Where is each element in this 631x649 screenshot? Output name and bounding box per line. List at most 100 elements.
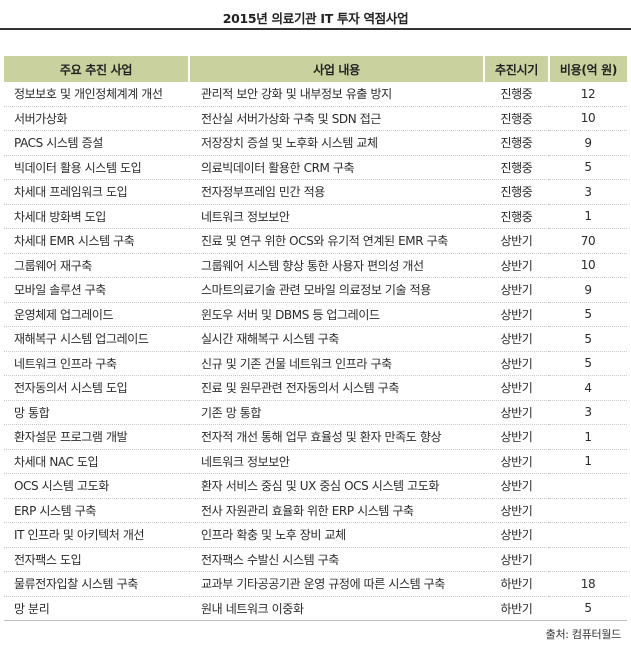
cell-period: 상반기: [500, 307, 533, 322]
cell-project: 모바일 솔루션 구축: [14, 283, 106, 298]
cell-period: 상반기: [500, 258, 533, 273]
cell-description: 네트워크 정보보안: [201, 454, 290, 469]
cell-description: 진료 및 원무관련 전자동의서 시스템 구축: [201, 381, 399, 396]
cell-cost: 70: [580, 233, 596, 248]
cell-project: 서버가상화: [14, 111, 68, 126]
cell-period: 상반기: [500, 503, 533, 518]
cell-cost: 3: [584, 405, 592, 420]
cell-period: 상반기: [500, 405, 533, 420]
cell-period: 진행중: [500, 185, 533, 200]
table-row: 망 분리 원내 네트워크 이중화 하반기 5: [4, 596, 627, 621]
source-note: 출처: 컴퓨터월드: [545, 628, 622, 641]
cell-project: 차세대 방화벽 도입: [14, 209, 106, 224]
cell-cost: [549, 498, 627, 523]
cell-project: 운영체제 업그레이드: [14, 307, 114, 322]
cell-period: 상반기: [500, 528, 533, 543]
cell-cost: 9: [584, 282, 592, 297]
cell-project: 물류전자입찰 시스템 구축: [14, 577, 138, 592]
table-row: 차세대 프레임워크 도입 전자정부프레임 민간 적용 진행중 3: [4, 180, 627, 204]
header-cost: 비용(억 원): [548, 56, 627, 82]
header-period: 추진시기: [483, 56, 549, 82]
cell-description: 전자팩스 수발신 시스템 구축: [201, 552, 339, 567]
cell-project: 환자설문 프로그램 개발: [14, 430, 128, 445]
table-row: IT 인프라 및 아키텍처 개선 인프라 확충 및 노후 장비 교체 상반기: [4, 523, 627, 547]
cell-cost: 5: [584, 356, 592, 371]
cell-description: 의료빅데이터 활용한 CRM 구축: [201, 160, 355, 175]
cell-period: 진행중: [500, 160, 533, 175]
table-row: 전자팩스 도입 전자팩스 수발신 시스템 구축 상반기: [4, 547, 627, 572]
cell-description: 네트워크 정보보안: [201, 209, 290, 224]
table-row: 물류전자입찰 시스템 구축 교과부 기타공공기관 운영 규정에 따른 시스템 구축…: [4, 572, 627, 596]
table-row: 그룹웨어 재구축 그룹웨어 시스템 향상 통한 사용자 편의성 개선 상반기 10: [4, 253, 627, 278]
cell-project: 빅데이터 활용 시스템 도입: [14, 160, 142, 175]
cell-cost: 12: [580, 86, 596, 101]
cell-period: 진행중: [500, 111, 533, 126]
cell-cost: [549, 474, 627, 499]
cell-period: 진행중: [500, 209, 533, 224]
cell-description: 환자 서비스 중심 및 UX 중심 OCS 시스템 고도화: [201, 479, 440, 494]
table-body: 정보보호 및 개인정체계계 개선 관리적 보안 강화 및 내부정보 유출 방지 진행…: [4, 82, 627, 621]
cell-period: 상반기: [500, 283, 533, 298]
header-description: 사업 내용: [188, 56, 484, 82]
table-row: 서버가상화 전산실 서버가상화 구축 및 SDN 접근 진행중 10: [4, 106, 627, 131]
table-row: 정보보호 및 개인정체계계 개선 관리적 보안 강화 및 내부정보 유출 방지 진행…: [4, 82, 627, 106]
cell-project: ERP 시스템 구축: [14, 503, 96, 518]
cell-cost: 10: [580, 111, 596, 126]
cell-description: 저장장치 증설 및 노후화 시스템 교체: [201, 136, 378, 151]
table-row: PACS 시스템 증설 저장장치 증설 및 노후화 시스템 교체 진행중 9: [4, 131, 627, 155]
cell-description: 진료 및 연구 위한 OCS와 유기적 연계된 EMR 구축: [201, 234, 448, 249]
cell-description: 관리적 보안 강화 및 내부정보 유출 방지: [201, 87, 392, 102]
investment-table: 주요 추진 사업 사업 내용 추진시기 비용(억 원) 정보보호 및 개인정체계…: [4, 56, 627, 621]
table-row: 차세대 EMR 시스템 구축 진료 및 연구 위한 OCS와 유기적 연계된 EM…: [4, 229, 627, 253]
cell-period: 상반기: [500, 381, 533, 396]
cell-description: 스마트의료기술 관련 모바일 의료정보 기술 적용: [201, 283, 431, 298]
cell-project: 전자팩스 도입: [14, 552, 82, 567]
cell-description: 인프라 확충 및 노후 장비 교체: [201, 528, 346, 543]
cell-cost: 5: [584, 601, 592, 616]
cell-project: 망 통합: [14, 405, 50, 420]
table-row: 빅데이터 활용 시스템 도입 의료빅데이터 활용한 CRM 구축 진행중 5: [4, 155, 627, 180]
cell-project: 전자동의서 시스템 도입: [14, 381, 128, 396]
cell-description: 신규 및 기존 건물 네트워크 인프라 구축: [201, 356, 392, 371]
cell-project: OCS 시스템 고도화: [14, 479, 109, 494]
cell-period: 진행중: [500, 136, 533, 151]
cell-cost: 5: [584, 160, 592, 175]
cell-project: 그룹웨어 재구축: [14, 258, 92, 273]
cell-cost: 18: [580, 576, 596, 591]
cell-project: 차세대 NAC 도입: [14, 454, 99, 469]
cell-project: PACS 시스템 증설: [14, 136, 103, 151]
cell-period: 상반기: [500, 234, 533, 249]
cell-cost: [549, 547, 627, 572]
header-project: 주요 추진 사업: [4, 56, 189, 82]
cell-period: 진행중: [500, 87, 533, 102]
table-row: ERP 시스템 구축 전사 자원관리 효율화 위한 ERP 시스템 구축 상반기: [4, 498, 627, 523]
cell-cost: 1: [584, 209, 592, 224]
cell-cost: 5: [584, 331, 592, 346]
table-row: 차세대 NAC 도입 네트워크 정보보안 상반기 1: [4, 449, 627, 474]
cell-project: 차세대 EMR 시스템 구축: [14, 234, 135, 249]
title-divider: [0, 28, 631, 30]
cell-project: 차세대 프레임워크 도입: [14, 185, 128, 200]
cell-description: 전산실 서버가상화 구축 및 SDN 접근: [201, 111, 382, 126]
cell-period: 상반기: [500, 454, 533, 469]
table-row: 전자동의서 시스템 도입 진료 및 원무관련 전자동의서 시스템 구축 상반기 4: [4, 376, 627, 400]
cell-period: 상반기: [500, 479, 533, 494]
cell-description: 교과부 기타공공기관 운영 규정에 따른 시스템 구축: [201, 577, 445, 592]
table-row: 망 통합 기존 망 통합 상반기 3: [4, 400, 627, 425]
cell-project: 네트워크 인프라 구축: [14, 356, 117, 371]
cell-description: 기존 망 통합: [201, 405, 262, 420]
cell-cost: 3: [584, 184, 592, 199]
cell-description: 전자적 개선 통해 업무 효율성 및 환자 만족도 향상: [201, 430, 442, 445]
page-title: 2015년 의료기관 IT 투자 역점사업: [222, 11, 409, 26]
cell-cost: 9: [584, 135, 592, 150]
cell-period: 상반기: [500, 356, 533, 371]
cell-cost: 5: [584, 307, 592, 322]
cell-description: 윈도우 서버 및 DBMS 등 업그레이드: [201, 307, 380, 322]
investment-table-container: 주요 추진 사업 사업 내용 추진시기 비용(억 원) 정보보호 및 개인정체계…: [4, 56, 627, 621]
cell-project: IT 인프라 및 아키텍처 개선: [14, 528, 145, 543]
cell-cost: 1: [584, 429, 592, 444]
cell-cost: 10: [580, 258, 596, 273]
table-row: OCS 시스템 고도화 환자 서비스 중심 및 UX 중심 OCS 시스템 고도화…: [4, 474, 627, 499]
cell-cost: 1: [584, 454, 592, 469]
table-row: 운영체제 업그레이드 윈도우 서버 및 DBMS 등 업그레이드 상반기 5: [4, 302, 627, 327]
